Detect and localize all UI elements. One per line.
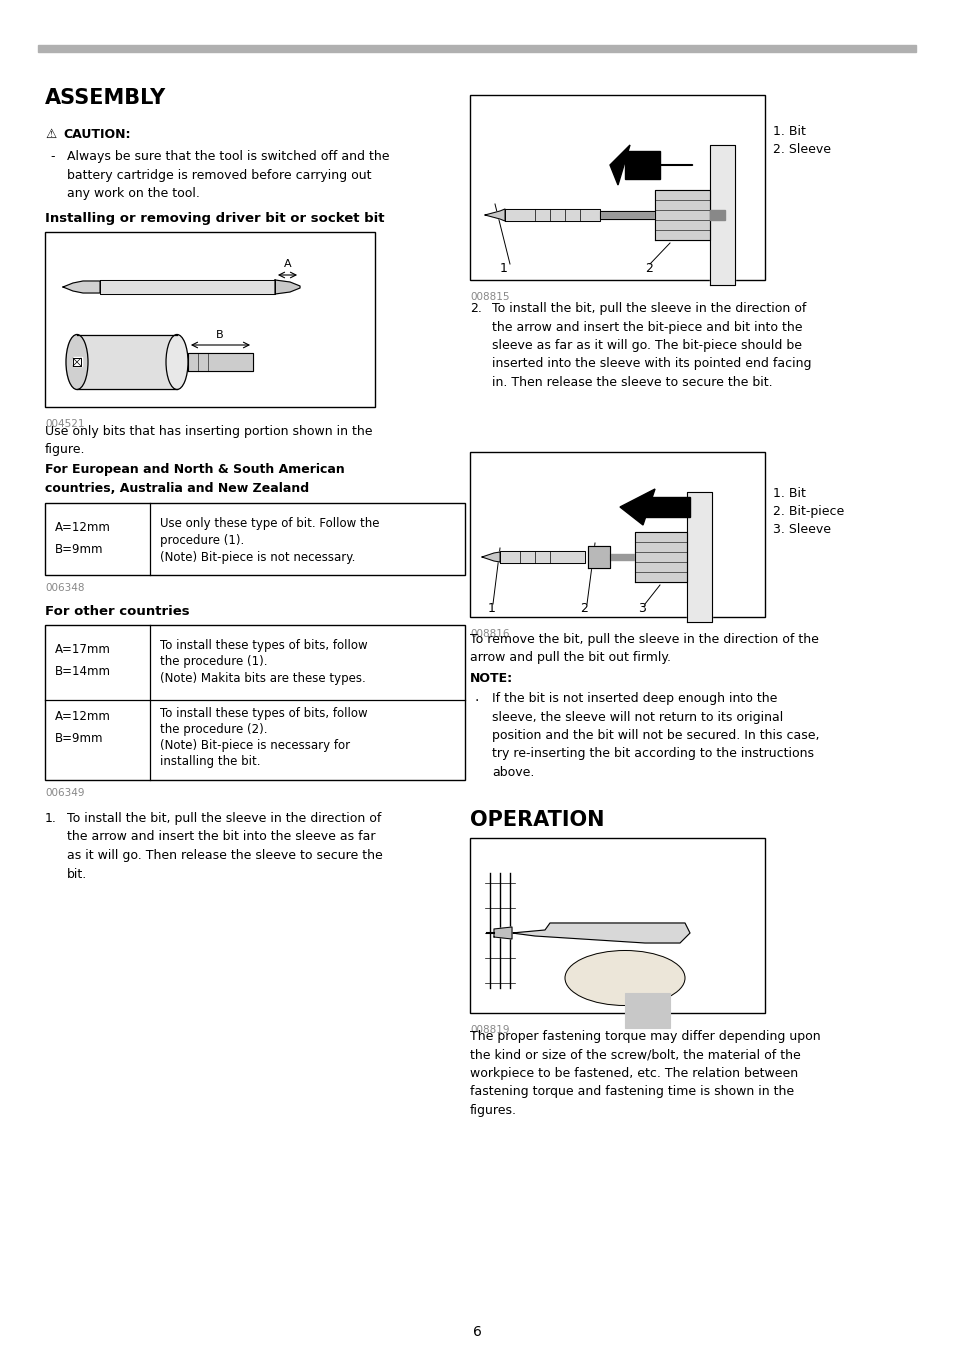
Bar [45,625,464,780]
Text: 1. Bit: 1. Bit [772,125,805,138]
Bar [624,993,669,1028]
Bar [45,232,375,406]
Text: CAUTION:: CAUTION: [63,127,131,141]
Text: 2.: 2. [470,302,481,314]
Polygon shape [494,927,512,939]
Polygon shape [709,210,724,220]
Polygon shape [484,209,504,221]
Text: ⚠: ⚠ [45,127,56,141]
Text: B: B [216,331,224,340]
Text: the procedure (1).: the procedure (1). [160,654,267,668]
Text: Use only these type of bit. Follow the: Use only these type of bit. Follow the [160,518,379,530]
Text: 1.: 1. [45,812,57,825]
Polygon shape [599,211,655,220]
Polygon shape [481,551,499,562]
Text: Installing or removing driver bit or socket bit: Installing or removing driver bit or soc… [45,211,384,225]
Polygon shape [624,150,659,179]
Polygon shape [77,335,177,389]
Text: 3. Sleeve: 3. Sleeve [772,523,830,537]
Bar [38,45,915,51]
Polygon shape [635,533,686,583]
Text: 2. Bit-piece: 2. Bit-piece [772,505,843,518]
Ellipse shape [564,950,684,1005]
Text: A=12mm: A=12mm [55,710,111,724]
Text: Always be sure that the tool is switched off and the
battery cartridge is remove: Always be sure that the tool is switched… [67,150,389,201]
Text: 008819: 008819 [470,1024,509,1035]
Bar [73,356,82,366]
Text: 1: 1 [499,262,507,275]
Polygon shape [587,546,609,568]
Text: A=12mm: A=12mm [55,522,111,534]
Text: To install these types of bits, follow: To install these types of bits, follow [160,640,367,652]
Text: For other countries: For other countries [45,604,190,618]
Text: The proper fastening torque may differ depending upon
the kind or size of the sc: The proper fastening torque may differ d… [470,1030,820,1117]
Text: 2: 2 [644,262,652,275]
Text: A: A [283,259,291,270]
Text: To remove the bit, pull the sleeve in the direction of the
arrow and pull the bi: To remove the bit, pull the sleeve in th… [470,633,818,664]
Polygon shape [512,923,689,943]
Text: If the bit is not inserted deep enough into the
sleeve, the sleeve will not retu: If the bit is not inserted deep enough i… [492,692,819,779]
Text: 006349: 006349 [45,789,85,798]
Polygon shape [274,280,299,294]
Text: 2. Sleeve: 2. Sleeve [772,144,830,156]
Text: -: - [50,150,54,163]
Bar [45,503,464,575]
Text: B=9mm: B=9mm [55,732,103,745]
Polygon shape [644,497,689,518]
Text: 1. Bit: 1. Bit [772,486,805,500]
Text: 1: 1 [488,602,496,615]
Text: B=9mm: B=9mm [55,543,103,556]
Polygon shape [655,190,709,240]
Text: 006348: 006348 [45,583,85,593]
Polygon shape [709,145,734,285]
Text: (Note) Makita bits are these types.: (Note) Makita bits are these types. [160,672,365,686]
Text: 008815: 008815 [470,291,509,302]
Text: Use only bits that has inserting portion shown in the
figure.: Use only bits that has inserting portion… [45,425,372,457]
Text: (Note) Bit-piece is not necessary.: (Note) Bit-piece is not necessary. [160,551,355,564]
Text: A=17mm: A=17mm [55,644,111,656]
Text: procedure (1).: procedure (1). [160,534,244,547]
Polygon shape [100,280,274,294]
Text: NOTE:: NOTE: [470,672,513,686]
Polygon shape [686,492,711,622]
Text: the procedure (2).: the procedure (2). [160,724,267,736]
Text: To install these types of bits, follow: To install these types of bits, follow [160,707,367,720]
Polygon shape [609,554,635,560]
Text: 008816: 008816 [470,629,509,640]
Bar [470,453,764,617]
Text: 004521: 004521 [45,419,85,430]
Polygon shape [499,551,584,562]
Text: (Note) Bit-piece is necessary for: (Note) Bit-piece is necessary for [160,738,350,752]
Text: To install the bit, pull the sleeve in the direction of
the arrow and insert the: To install the bit, pull the sleeve in t… [492,302,811,389]
Text: 6: 6 [472,1325,481,1339]
Text: 3: 3 [638,602,645,615]
Text: ASSEMBLY: ASSEMBLY [45,88,166,108]
Text: ·: · [475,694,478,709]
Polygon shape [609,145,629,186]
Text: For European and North & South American
countries, Australia and New Zealand: For European and North & South American … [45,463,344,495]
Text: To install the bit, pull the sleeve in the direction of
the arrow and insert the: To install the bit, pull the sleeve in t… [67,812,382,881]
Text: B=14mm: B=14mm [55,665,111,678]
Polygon shape [504,209,599,221]
Ellipse shape [166,335,188,389]
Text: OPERATION: OPERATION [470,810,604,831]
Polygon shape [188,354,253,371]
Ellipse shape [66,335,88,389]
Polygon shape [63,280,100,293]
Polygon shape [619,489,655,524]
Text: 2: 2 [579,602,587,615]
Bar [470,95,764,280]
Text: installing the bit.: installing the bit. [160,755,260,768]
Bar [470,837,764,1014]
